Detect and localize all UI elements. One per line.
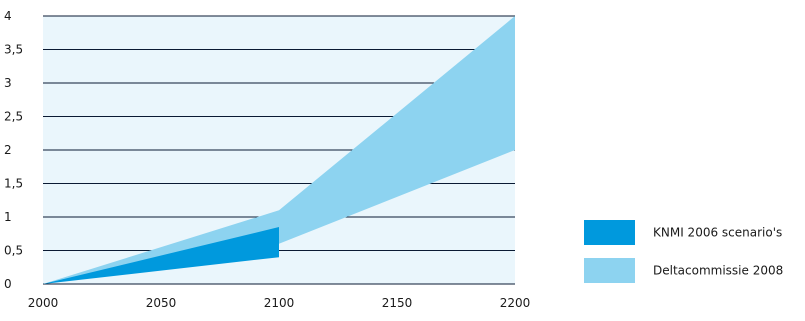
- x-tick-label: 2050: [146, 296, 177, 310]
- data-areas: [43, 16, 515, 284]
- y-tick-label: 0: [4, 277, 12, 291]
- y-tick-label: 3: [4, 76, 12, 90]
- area-series-1: [43, 227, 279, 284]
- y-axis-tick-labels: 0 0,5 1 1,5 2 2,5 3 3,5 4: [4, 9, 23, 291]
- y-tick-label: 3,5: [4, 43, 23, 57]
- legend-label-0: KNMI 2006 scenario's: [653, 226, 782, 240]
- x-axis-tick-labels: 2000 2050 2100 2150 2200: [28, 296, 531, 310]
- legend-label-1: Deltacommissie 2008: [653, 264, 783, 278]
- y-tick-label: 4: [4, 9, 12, 23]
- x-tick-label: 2000: [28, 296, 59, 310]
- y-tick-label: 1,5: [4, 177, 23, 191]
- y-tick-label: 2: [4, 143, 12, 157]
- legend-swatch-0: [584, 220, 635, 245]
- x-tick-label: 2100: [264, 296, 295, 310]
- x-tick-label: 2200: [500, 296, 531, 310]
- y-tick-label: 2,5: [4, 110, 23, 124]
- legend: KNMI 2006 scenario's Deltacommissie 2008: [584, 220, 783, 283]
- legend-swatch-1: [584, 258, 635, 283]
- y-tick-label: 1: [4, 210, 12, 224]
- y-tick-label: 0,5: [4, 244, 23, 258]
- x-tick-label: 2150: [382, 296, 413, 310]
